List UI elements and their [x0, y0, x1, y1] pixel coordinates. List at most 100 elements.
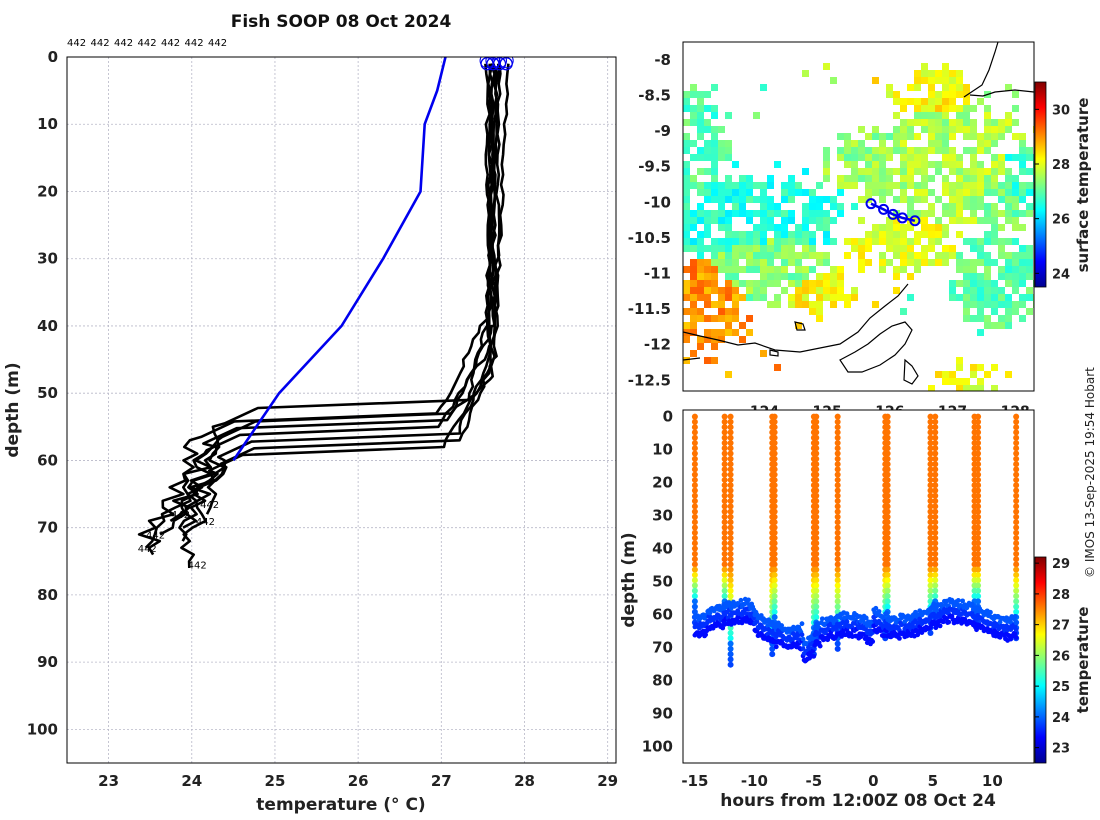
- sst-cell: [963, 273, 970, 280]
- sst-cell: [739, 238, 746, 245]
- sst-cell: [725, 259, 732, 266]
- section-point: [834, 540, 841, 547]
- sst-cell: [753, 196, 760, 203]
- sst-cell: [704, 147, 711, 154]
- section-point: [691, 466, 698, 473]
- section-point: [932, 418, 939, 425]
- section-point: [813, 561, 820, 568]
- sst-cell: [970, 161, 977, 168]
- sst-cell: [760, 287, 767, 294]
- sst-cell: [683, 231, 690, 238]
- section-point: [771, 434, 778, 441]
- section-point: [1013, 482, 1020, 489]
- sst-cell: [914, 189, 921, 196]
- sst-cell: [998, 196, 1005, 203]
- sst-cell: [963, 378, 970, 385]
- sst-cell: [823, 259, 830, 266]
- sst-cell: [963, 189, 970, 196]
- sst-cell: [697, 112, 704, 119]
- section-point: [927, 529, 934, 536]
- sst-cell: [949, 203, 956, 210]
- sst-cell: [991, 280, 998, 287]
- sst-cell: [991, 126, 998, 133]
- sst-cell: [753, 252, 760, 259]
- sst-cell: [704, 224, 711, 231]
- sst-cell: [746, 294, 753, 301]
- section-point: [771, 561, 778, 568]
- sst-cell: [830, 266, 837, 273]
- sst-cell: [858, 168, 865, 175]
- sst-cell: [711, 175, 718, 182]
- sst-cell: [886, 238, 893, 245]
- section-point: [834, 561, 841, 568]
- sst-cell: [704, 294, 711, 301]
- sst-cell: [823, 287, 830, 294]
- map-colorbar-tick-label: 26: [1052, 213, 1070, 228]
- sst-cell: [760, 273, 767, 280]
- section-point: [884, 413, 891, 420]
- sst-cell: [942, 91, 949, 98]
- sst-cell: [802, 203, 809, 210]
- sst-cell: [837, 147, 844, 154]
- sst-cell: [879, 133, 886, 140]
- sst-cell: [725, 231, 732, 238]
- section-point: [932, 471, 939, 478]
- sst-cell: [837, 189, 844, 196]
- map-colorbar-tick-label: 28: [1052, 158, 1070, 173]
- section-point: [771, 503, 778, 510]
- section-point: [727, 640, 734, 647]
- sst-cell: [956, 105, 963, 112]
- sst-cell: [683, 105, 690, 112]
- sst-cell: [851, 203, 858, 210]
- sst-cell: [767, 252, 774, 259]
- surface-marker: [485, 57, 501, 69]
- sst-cell: [823, 273, 830, 280]
- section-point: [813, 571, 820, 578]
- sst-cell: [956, 203, 963, 210]
- sst-cell: [690, 245, 697, 252]
- sst-cell: [704, 126, 711, 133]
- sst-cell: [928, 238, 935, 245]
- sst-cell: [725, 175, 732, 182]
- sst-cell: [851, 238, 858, 245]
- section-point: [834, 471, 841, 478]
- section-point: [813, 487, 820, 494]
- sst-cell: [739, 245, 746, 252]
- sst-cell: [1019, 252, 1026, 259]
- sst-cell: [774, 224, 781, 231]
- section-point: [727, 429, 734, 436]
- section-point: [691, 524, 698, 531]
- sst-cell: [1005, 154, 1012, 161]
- map-y-tick-label: -12.5: [628, 371, 671, 389]
- section-point: [975, 471, 982, 478]
- section-point: [727, 582, 734, 589]
- sst-cell: [970, 238, 977, 245]
- sst-cell: [956, 210, 963, 217]
- section-point: [721, 445, 728, 452]
- sst-cell: [746, 175, 753, 182]
- sst-cell: [690, 350, 697, 357]
- sst-cell: [697, 287, 704, 294]
- sst-cell: [928, 245, 935, 252]
- sst-cell: [704, 119, 711, 126]
- section-point: [975, 492, 982, 499]
- section-point: [727, 508, 734, 515]
- section-point: [932, 498, 939, 505]
- sst-cell: [697, 105, 704, 112]
- section-point: [813, 556, 820, 563]
- sst-cell: [774, 266, 781, 273]
- section-point: [813, 466, 820, 473]
- section-point: [721, 418, 728, 425]
- sst-cell: [949, 168, 956, 175]
- sst-cell: [998, 301, 1005, 308]
- profile-chart: 442 442 442 442 442 442 442 442442442442442442…: [3, 38, 618, 815]
- sst-cell: [683, 336, 690, 343]
- sst-cell: [998, 245, 1005, 252]
- sst-cell: [949, 147, 956, 154]
- section-point: [727, 487, 734, 494]
- sst-cell: [711, 287, 718, 294]
- sst-cell: [690, 287, 697, 294]
- sst-cell: [767, 280, 774, 287]
- sst-cell: [879, 266, 886, 273]
